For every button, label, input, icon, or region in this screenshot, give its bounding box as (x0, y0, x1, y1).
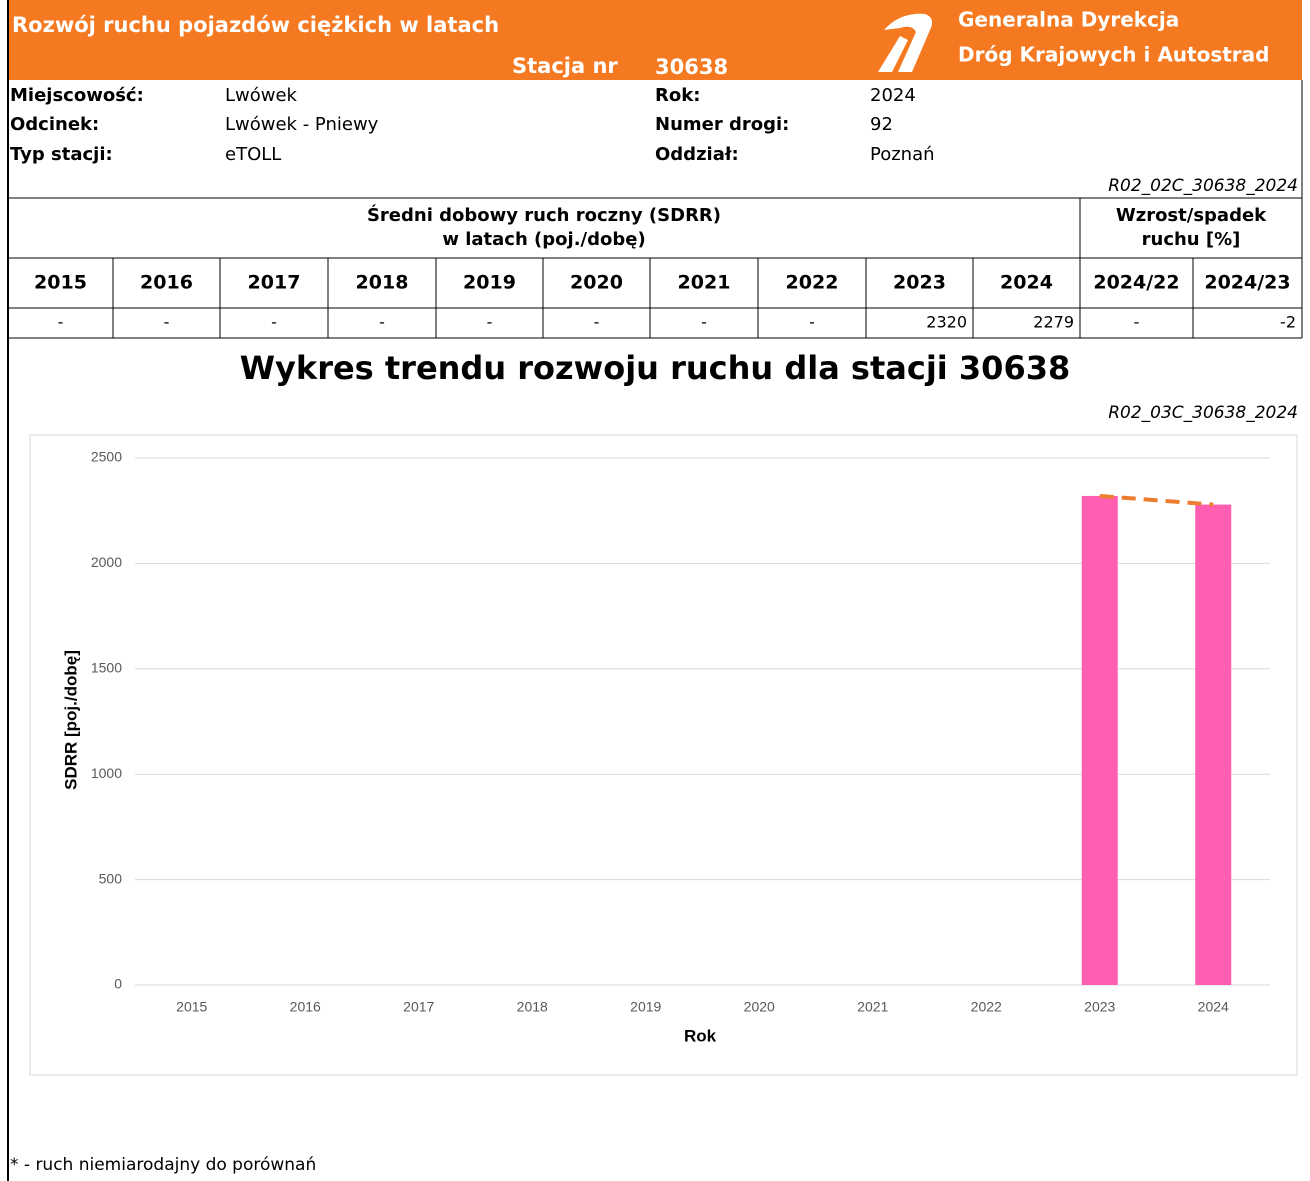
table-header: Średni dobowy ruch roczny (SDRR) (367, 204, 721, 226)
x-tick-label: 2023 (1084, 999, 1115, 1015)
info-label: Oddział: (655, 144, 739, 165)
info-label: Miejscowość: (10, 85, 144, 106)
header-bar (8, 0, 1302, 80)
column-header: 2018 (356, 272, 409, 294)
y-tick-label: 1000 (91, 765, 122, 781)
y-tick-label: 2000 (91, 554, 122, 570)
column-header: 2015 (34, 272, 87, 294)
table-header: Wzrost/spadek (1116, 205, 1267, 226)
logo (878, 13, 933, 72)
info-label: Rok: (655, 85, 700, 106)
table-value: - (379, 313, 385, 332)
table-value: - (594, 313, 600, 332)
table-value: - (58, 313, 64, 332)
header-title: Rozwój ruchu pojazdów ciężkich w latach (12, 13, 499, 37)
info-value: Poznań (870, 144, 935, 165)
table-value: - (701, 313, 707, 332)
column-header: 2016 (140, 272, 193, 294)
table-value: - (164, 313, 170, 332)
x-tick-label: 2024 (1198, 999, 1229, 1015)
table-value: - (1134, 313, 1140, 332)
y-tick-label: 500 (99, 870, 123, 886)
x-tick-label: 2019 (630, 999, 661, 1015)
station-number: 30638 (655, 55, 728, 79)
chart-title: Wykres trendu rozwoju ruchu dla stacji 3… (240, 349, 1070, 387)
x-tick-label: 2022 (971, 999, 1002, 1015)
info-label: Typ stacji: (10, 144, 113, 165)
column-header: 2024 (1000, 272, 1053, 294)
info-value: eTOLL (225, 144, 281, 165)
table-code: R02_02C_30638_2024 (1108, 176, 1298, 196)
column-header: 2024/23 (1204, 272, 1290, 294)
table-header: ruchu [%] (1142, 229, 1241, 250)
column-header: 2021 (678, 272, 731, 294)
column-header: 2017 (248, 272, 301, 294)
y-axis-label: SDRR [poj./dobę] (61, 650, 80, 790)
table-value: - (809, 313, 815, 332)
x-tick-label: 2016 (290, 999, 321, 1015)
table-value: -2 (1280, 313, 1296, 332)
footnote: * - ruch niemiarodajny do porównań (10, 1155, 316, 1175)
info-label: Odcinek: (10, 114, 99, 135)
x-tick-label: 2018 (517, 999, 548, 1015)
column-header: 2023 (893, 272, 946, 294)
column-header: 2019 (463, 272, 516, 294)
org-line: Generalna Dyrekcja (958, 8, 1179, 32)
x-tick-label: 2017 (403, 999, 434, 1015)
bar (1195, 504, 1232, 985)
column-header: 2022 (786, 272, 839, 294)
x-axis-label: Rok (684, 1026, 717, 1045)
table-value: 2320 (926, 313, 967, 332)
table-value: - (487, 313, 493, 332)
table-value: - (271, 313, 277, 332)
x-tick-label: 2021 (857, 999, 888, 1015)
column-header: 2020 (570, 272, 623, 294)
y-tick-label: 2500 (91, 449, 122, 465)
org-line: Dróg Krajowych i Autostrad (958, 43, 1269, 67)
bar (1081, 495, 1118, 985)
y-tick-label: 0 (114, 976, 122, 992)
chart-box (29, 434, 1298, 1076)
x-tick-label: 2015 (176, 999, 207, 1015)
table-value: 2279 (1033, 313, 1074, 332)
info-value: Lwówek (225, 85, 298, 106)
info-value: Lwówek - Pniewy (225, 114, 379, 135)
trend-line (1099, 493, 1214, 507)
x-tick-label: 2020 (744, 999, 775, 1015)
y-tick-label: 1500 (91, 660, 122, 676)
table-header: w latach (poj./dobę) (442, 229, 645, 250)
station-label: Stacja nr (512, 54, 618, 78)
info-value: 2024 (870, 85, 916, 106)
info-value: 92 (870, 114, 893, 135)
column-header: 2024/22 (1093, 272, 1179, 294)
chart-code: R02_03C_30638_2024 (1108, 403, 1298, 423)
info-label: Numer drogi: (655, 114, 789, 135)
